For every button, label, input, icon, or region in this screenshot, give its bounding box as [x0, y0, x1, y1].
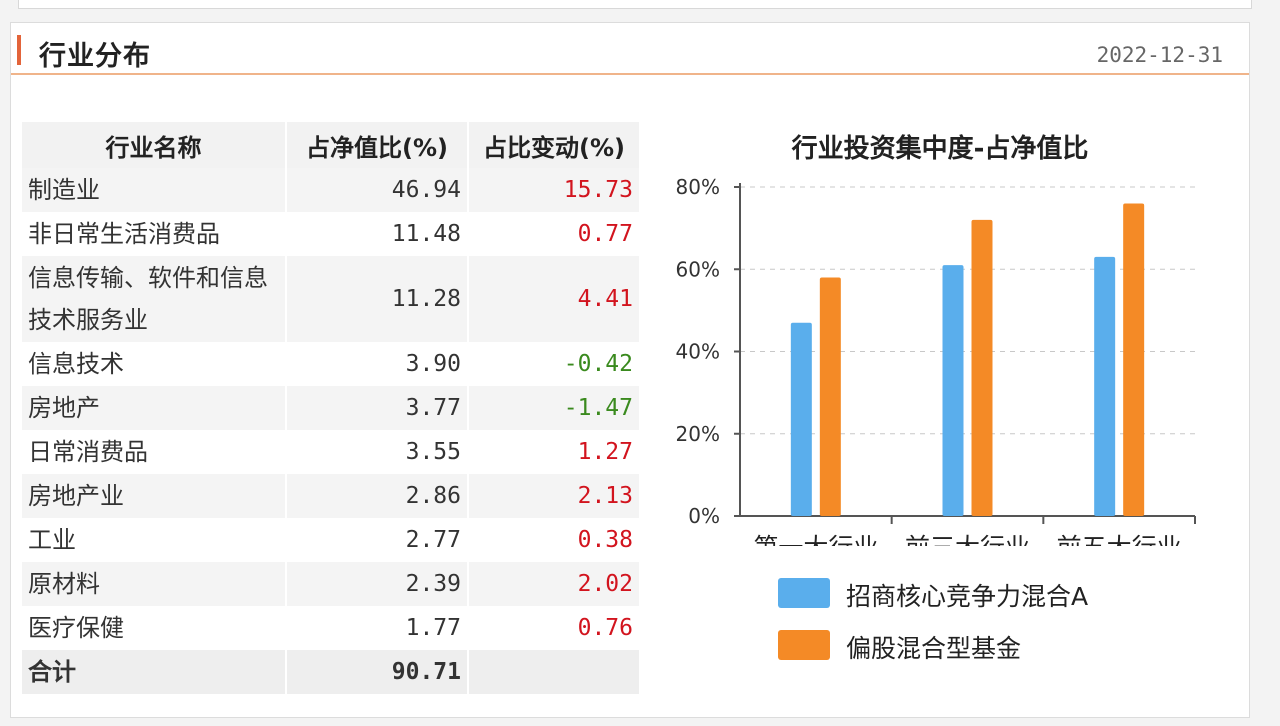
industry-name-cell: 信息传输、软件和信息技术服务业 [22, 256, 287, 342]
panel-header: 行业分布 2022-12-31 [11, 23, 1249, 75]
ratio-change-cell: 2.02 [468, 562, 641, 606]
net-value-ratio-cell: 2.86 [286, 474, 469, 518]
bar-fund-2 [1094, 256, 1116, 516]
bar-fund-0 [790, 322, 812, 516]
industry-name-cell: 医疗保健 [22, 606, 287, 650]
net-value-ratio-cell: 1.77 [286, 606, 469, 650]
table-header-row: 行业名称 占净值比(%) 占比变动(%) [22, 122, 641, 168]
bar-category-1 [971, 219, 993, 516]
total-label-cell: 合计 [22, 650, 287, 694]
net-value-ratio-cell: 3.90 [286, 342, 469, 386]
total-ratio-cell: 90.71 [286, 650, 469, 694]
bar-category-0 [819, 277, 841, 516]
industry-name-cell: 制造业 [22, 168, 287, 212]
legend-swatch-category [778, 630, 830, 660]
legend-label-fund: 招商核心竞争力混合A [846, 582, 1089, 611]
industry-name-cell: 日常消费品 [22, 430, 287, 474]
top-strip [18, 0, 1252, 9]
chart-title: 行业投资集中度-占净值比 [791, 134, 1089, 164]
concentration-bar-chart: 0% 20% 40% 60% 80% 第一大行业 前三大行业 前五大行业 [676, 175, 1196, 546]
table-row: 原材料 2.39 2.02 [22, 562, 641, 606]
industry-table: 行业名称 占净值比(%) 占比变动(%) 制造业 46.94 15.73 非日常生活消… [22, 122, 641, 694]
ratio-change-cell: 4.41 [468, 256, 641, 342]
bar-fund-1 [942, 265, 964, 516]
y-tick-label: 20% [676, 422, 720, 446]
legend-label-category: 偏股混合型基金 [846, 634, 1022, 663]
table-row: 信息技术 3.90 -0.42 [22, 342, 641, 386]
bar-category-2 [1123, 203, 1145, 516]
net-value-ratio-cell: 2.77 [286, 518, 469, 562]
x-tick-label: 前三大行业 [905, 533, 1030, 546]
industry-name-cell: 非日常生活消费品 [22, 212, 287, 256]
ratio-change-cell: -0.42 [468, 342, 641, 386]
x-tick-label: 第一大行业 [753, 533, 878, 546]
industry-name-cell: 工业 [22, 518, 287, 562]
column-header-change: 占比变动(%) [468, 122, 641, 168]
ratio-change-cell: 0.77 [468, 212, 641, 256]
net-value-ratio-cell: 2.39 [286, 562, 469, 606]
industry-name-cell: 房地产 [22, 386, 287, 430]
report-date: 2022-12-31 [1096, 43, 1223, 67]
table-row: 工业 2.77 0.38 [22, 518, 641, 562]
y-tick-label: 40% [676, 340, 720, 364]
title-accent-bar [17, 35, 21, 65]
industry-name-cell: 原材料 [22, 562, 287, 606]
table-row: 房地产 3.77 -1.47 [22, 386, 641, 430]
table-row: 非日常生活消费品 11.48 0.77 [22, 212, 641, 256]
table-row: 医疗保健 1.77 0.76 [22, 606, 641, 650]
table-row: 信息传输、软件和信息技术服务业 11.28 4.41 [22, 256, 641, 342]
industry-name-cell: 房地产业 [22, 474, 287, 518]
ratio-change-cell: 2.13 [468, 474, 641, 518]
net-value-ratio-cell: 46.94 [286, 168, 469, 212]
x-tick-label: 前五大行业 [1057, 533, 1182, 546]
y-tick-label: 80% [676, 175, 720, 199]
ratio-change-cell: -1.47 [468, 386, 641, 430]
net-value-ratio-cell: 11.28 [286, 256, 469, 342]
net-value-ratio-cell: 3.55 [286, 430, 469, 474]
y-tick-label: 60% [676, 257, 720, 281]
net-value-ratio-cell: 11.48 [286, 212, 469, 256]
y-tick-label: 0% [688, 504, 720, 528]
total-change-cell [468, 650, 641, 694]
table-total-row: 合计 90.71 [22, 650, 641, 694]
legend-swatch-fund [778, 578, 830, 608]
column-header-industry: 行业名称 [22, 122, 287, 168]
ratio-change-cell: 15.73 [468, 168, 641, 212]
table-row: 房地产业 2.86 2.13 [22, 474, 641, 518]
net-value-ratio-cell: 3.77 [286, 386, 469, 430]
panel-title: 行业分布 [39, 41, 151, 72]
table-row: 制造业 46.94 15.73 [22, 168, 641, 212]
table-row: 日常消费品 3.55 1.27 [22, 430, 641, 474]
ratio-change-cell: 1.27 [468, 430, 641, 474]
industry-name-cell: 信息技术 [22, 342, 287, 386]
column-header-ratio: 占净值比(%) [286, 122, 469, 168]
ratio-change-cell: 0.76 [468, 606, 641, 650]
ratio-change-cell: 0.38 [468, 518, 641, 562]
